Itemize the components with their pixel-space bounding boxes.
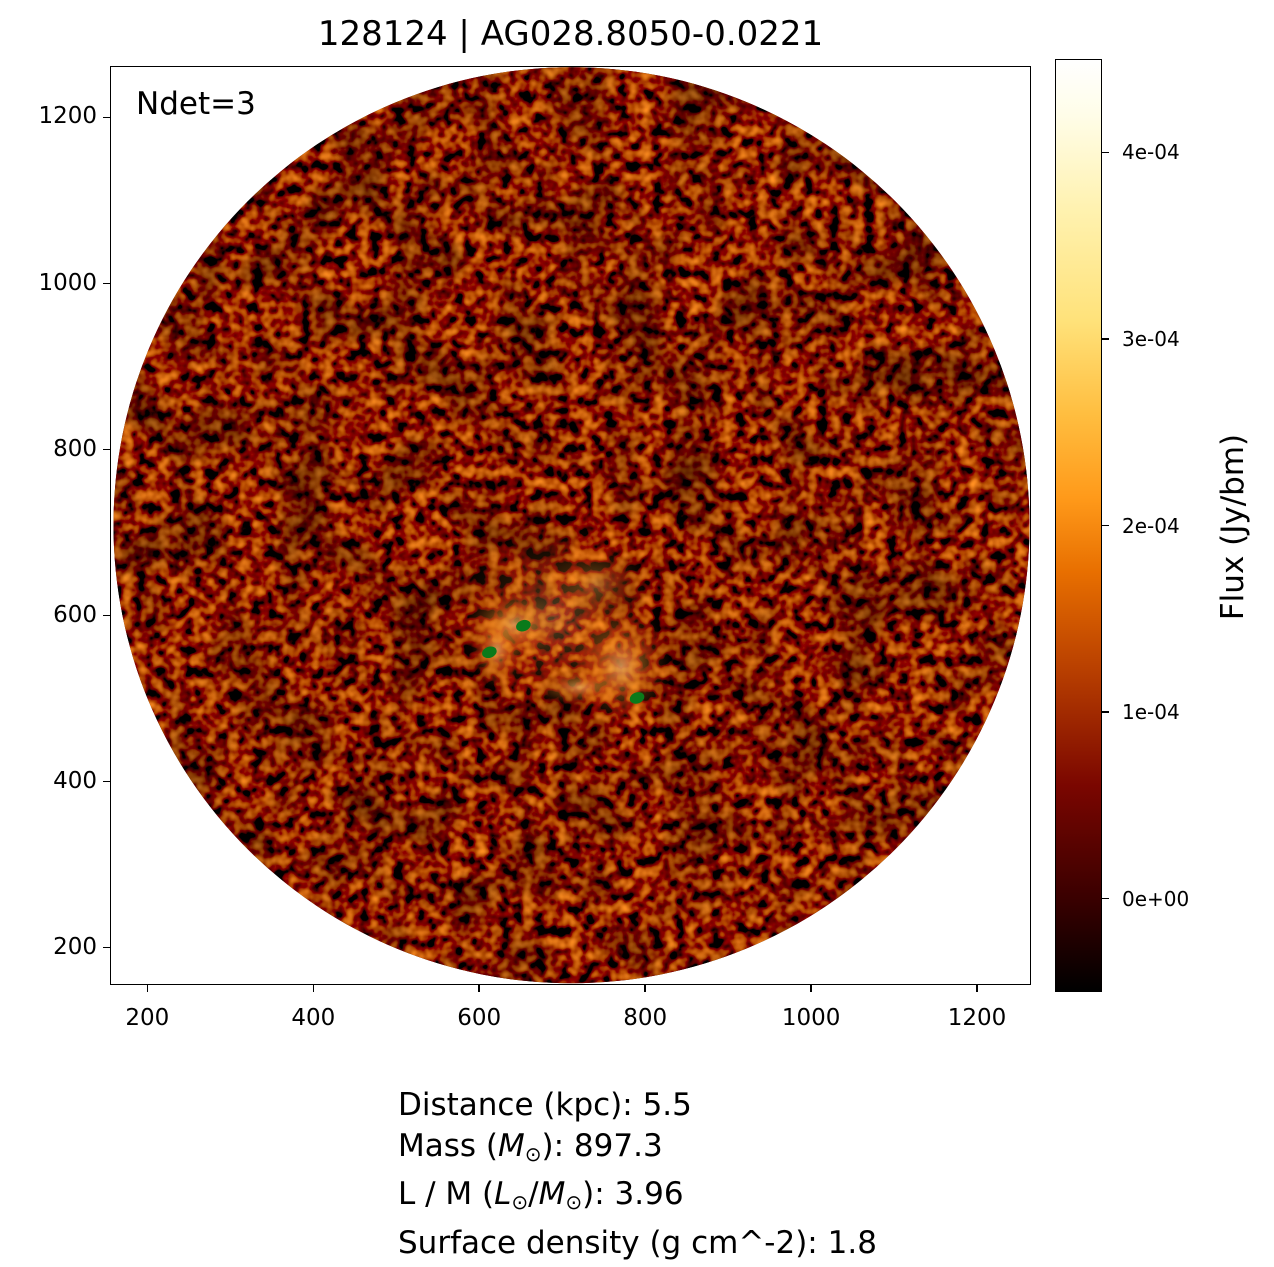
colorbar-tick-label: 4e-04	[1122, 140, 1180, 165]
colorbar-tick-label: 2e-04	[1122, 513, 1180, 538]
plot-area	[110, 66, 1031, 985]
source-stats: Distance (kpc): 5.5 Mass (M⊙): 897.3 L /…	[398, 1085, 877, 1263]
colorbar-tick-label: 0e+00	[1122, 886, 1190, 911]
y-tick	[103, 614, 110, 617]
emission-glow	[546, 546, 647, 621]
surface-density-stat: Surface density (g cm^-2): 1.8	[398, 1224, 877, 1261]
colorbar-tick-label: 1e-04	[1122, 700, 1180, 725]
x-tick	[478, 985, 480, 992]
colorbar	[1055, 59, 1102, 992]
flux-map	[113, 67, 1030, 984]
y-tick-label: 200	[53, 933, 97, 960]
x-tick-label: 1000	[781, 1005, 841, 1031]
colorbar-tick	[1102, 897, 1109, 900]
detection-marker-3	[629, 692, 645, 704]
lm-stat: L / M (L⊙/M⊙): 3.96	[398, 1176, 684, 1214]
y-tick-label: 400	[53, 767, 97, 794]
colorbar-tick	[1102, 338, 1109, 340]
y-tick	[103, 116, 110, 119]
distance-stat: Distance (kpc): 5.5	[398, 1087, 692, 1123]
x-tick	[312, 985, 315, 992]
detection-marker-1	[482, 646, 497, 659]
x-tick	[644, 985, 646, 992]
x-tick-label: 1200	[947, 1005, 1007, 1031]
x-tick	[146, 985, 149, 992]
x-tick-label: 800	[623, 1005, 668, 1031]
flux-field	[113, 67, 1030, 984]
x-tick	[810, 985, 812, 992]
y-tick-label: 800	[53, 435, 97, 462]
colorbar-tick	[1102, 524, 1109, 527]
y-tick-label: 1200	[38, 103, 97, 130]
colorbar-label: Flux (Jy/bm)	[1215, 433, 1251, 621]
y-tick-label: 1000	[38, 269, 97, 296]
y-tick-label: 600	[53, 601, 97, 628]
x-tick	[976, 985, 978, 992]
colorbar-tick	[1102, 711, 1109, 713]
colorbar-tick	[1102, 151, 1109, 154]
x-tick-label: 400	[291, 1005, 336, 1031]
x-tick-label: 200	[125, 1005, 170, 1031]
ndet-annotation: Ndet=3	[136, 86, 256, 122]
y-tick	[103, 780, 110, 783]
detection-marker-2	[516, 619, 531, 632]
y-tick	[103, 448, 110, 451]
y-tick	[103, 946, 110, 949]
x-tick-label: 600	[457, 1005, 502, 1031]
emission-glow	[447, 516, 663, 717]
mass-stat: Mass (M⊙): 897.3	[398, 1127, 663, 1166]
y-tick	[103, 282, 110, 285]
colorbar-tick-label: 3e-04	[1122, 326, 1180, 351]
chart-title: 128124 | AG028.8050-0.0221	[317, 14, 824, 54]
